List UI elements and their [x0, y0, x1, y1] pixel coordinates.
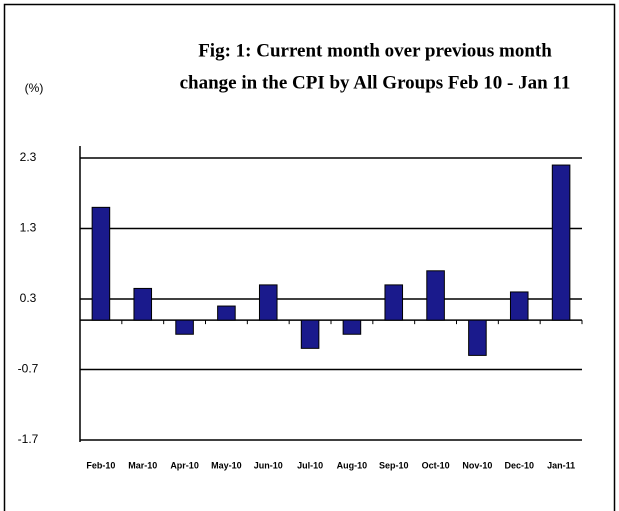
x-tick-label: Dec-10	[504, 460, 534, 470]
bar	[551, 164, 571, 321]
x-tick-label: Apr-10	[170, 460, 199, 470]
bar	[468, 319, 487, 356]
x-tick-label: Sep-10	[379, 460, 409, 470]
bar	[384, 284, 404, 321]
x-tick-label: Aug-10	[337, 460, 368, 470]
bar	[300, 319, 320, 349]
x-tick-label: Feb-10	[86, 460, 115, 470]
x-tick-label: May-10	[211, 460, 242, 470]
bar	[342, 319, 362, 335]
x-tick-label: Jul-10	[297, 460, 323, 470]
chart-title: change in the CPI by All Groups Feb 10 -…	[180, 72, 571, 93]
bar	[426, 270, 445, 321]
bar	[258, 284, 278, 321]
x-tick-label: Jan-11	[547, 460, 575, 470]
chart-title: Fig: 1: Current month over previous mont…	[198, 40, 552, 61]
x-tick-label: Oct-10	[422, 460, 450, 470]
bar	[509, 291, 529, 321]
x-tick-label: Jun-10	[254, 460, 283, 470]
y-tick-label: 0.3	[20, 291, 37, 305]
bar	[175, 319, 194, 335]
bar	[217, 305, 236, 321]
x-tick-label: Nov-10	[462, 460, 492, 470]
y-tick-label: -0.7	[18, 362, 39, 376]
y-tick-label: -1.7	[18, 432, 39, 446]
y-tick-label: 1.3	[20, 221, 37, 235]
bar	[133, 287, 153, 321]
y-axis-label: (%)	[25, 81, 44, 95]
bar	[91, 206, 111, 321]
x-tick-label: Mar-10	[128, 460, 157, 470]
y-tick-label: 2.3	[20, 150, 37, 164]
chart-frame	[3, 3, 616, 511]
